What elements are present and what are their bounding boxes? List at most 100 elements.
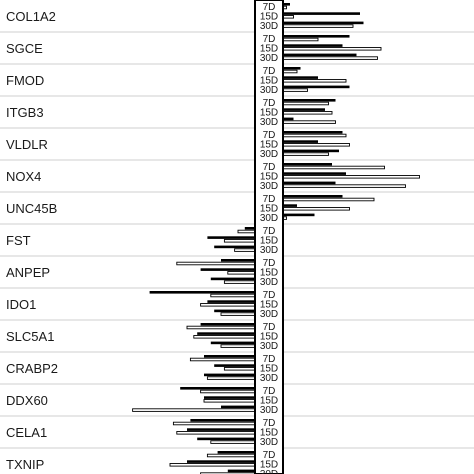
bar-slc5a1-30d-hollow xyxy=(220,344,256,348)
bar-col1a2-15d-filled xyxy=(283,12,360,15)
timepoint-label: 15D xyxy=(260,396,278,407)
bar-vldlr-7d-hollow xyxy=(282,133,347,138)
timepoint-label: 15D xyxy=(260,300,278,311)
gene-label: ANPEP xyxy=(6,265,50,280)
timepoint-label: 7D xyxy=(263,290,276,301)
bar-fmod-30d-filled xyxy=(283,85,350,89)
gene-label: NOX4 xyxy=(6,169,41,184)
bar-ido1-30d-filled xyxy=(214,309,255,313)
bar-crabp2-7d-filled xyxy=(204,355,255,358)
timepoint-label: 30D xyxy=(260,277,278,288)
bar-anpep-30d-hollow xyxy=(223,280,256,284)
gene-label: DDX60 xyxy=(6,393,48,408)
timepoint-label: 7D xyxy=(263,98,276,109)
timepoint-label: 30D xyxy=(260,149,278,160)
bar-col1a2-7d-filled xyxy=(283,3,290,6)
bar-itgb3-30d-filled xyxy=(283,117,294,121)
timepoint-label: 7D xyxy=(263,34,276,45)
timepoint-label: 7D xyxy=(263,386,276,397)
timepoint-label: 15D xyxy=(260,12,278,23)
gene-label: ITGB3 xyxy=(6,105,44,120)
bar-slc5a1-30d-filled xyxy=(210,341,255,345)
bar-fmod-15d-hollow xyxy=(282,79,347,83)
bar-itgb3-7d-hollow xyxy=(282,101,329,106)
timepoint-label: 15D xyxy=(260,140,278,151)
bar-fst-30d-filled xyxy=(214,245,255,249)
bar-unc45b-15d-filled xyxy=(283,204,297,207)
bar-txnip-30d-hollow xyxy=(200,472,256,474)
bar-txnip-7d-hollow xyxy=(206,453,256,458)
bar-ido1-15d-filled xyxy=(207,300,255,303)
bar-vldlr-30d-filled xyxy=(283,149,339,153)
bar-ddx60-30d-filled xyxy=(221,405,255,409)
timepoint-label: 15D xyxy=(260,268,278,279)
bar-itgb3-15d-hollow xyxy=(282,111,333,115)
bar-slc5a1-7d-hollow xyxy=(186,325,256,330)
bar-fst-15d-hollow xyxy=(223,239,256,243)
gene-label: SLC5A1 xyxy=(6,329,54,344)
gene-separator-lines xyxy=(0,31,474,449)
timepoint-label: 15D xyxy=(260,236,278,247)
bar-vldlr-7d-filled xyxy=(283,131,343,134)
bar-nox4-7d-hollow xyxy=(282,165,385,170)
bar-cela1-15d-hollow xyxy=(176,431,256,435)
bar-fst-15d-filled xyxy=(207,236,255,239)
bar-fst-30d-hollow xyxy=(234,248,256,252)
bar-txnip-15d-hollow xyxy=(169,463,256,467)
timepoint-label: 7D xyxy=(263,162,276,173)
gene-label: FST xyxy=(6,233,31,248)
bar-fmod-15d-filled xyxy=(283,76,318,79)
bar-vldlr-30d-hollow xyxy=(282,152,329,156)
timepoint-label: 7D xyxy=(263,194,276,205)
gene-label: SGCE xyxy=(6,41,43,56)
timepoint-label: 15D xyxy=(260,108,278,119)
timepoint-label: 15D xyxy=(260,460,278,471)
bar-fmod-7d-filled xyxy=(283,67,301,70)
bar-ddx60-15d-hollow xyxy=(203,399,256,403)
bar-sgce-30d-hollow xyxy=(282,56,378,60)
timepoint-label: 30D xyxy=(260,309,278,320)
gene-label: FMOD xyxy=(6,73,44,88)
bar-nox4-30d-filled xyxy=(283,181,336,185)
bar-vldlr-15d-hollow xyxy=(282,143,350,147)
bar-ddx60-7d-hollow xyxy=(200,389,256,394)
bar-ddx60-7d-filled xyxy=(180,387,255,390)
bar-ddx60-15d-filled xyxy=(204,396,255,399)
bar-cela1-30d-hollow xyxy=(210,440,256,444)
gene-label: IDO1 xyxy=(6,297,36,312)
bar-fmod-7d-hollow xyxy=(282,69,298,74)
bar-nox4-15d-filled xyxy=(283,172,346,175)
bar-crabp2-30d-hollow xyxy=(206,376,256,380)
gene-label: COL1A2 xyxy=(6,9,56,24)
timepoint-label: 7D xyxy=(263,2,276,13)
bar-vldlr-15d-filled xyxy=(283,140,318,143)
timepoint-label: 7D xyxy=(263,354,276,365)
bar-cela1-7d-hollow xyxy=(172,421,256,426)
timepoint-label: 15D xyxy=(260,332,278,343)
gene-label: VLDLR xyxy=(6,137,48,152)
bar-slc5a1-15d-filled xyxy=(197,332,255,335)
bar-crabp2-15d-hollow xyxy=(223,367,256,371)
bar-itgb3-7d-filled xyxy=(283,99,336,102)
gene-label: UNC45B xyxy=(6,201,57,216)
timepoint-label: 7D xyxy=(263,258,276,269)
bar-anpep-15d-filled xyxy=(200,268,255,271)
bar-unc45b-30d-filled xyxy=(283,213,315,217)
timepoint-label: 15D xyxy=(260,172,278,183)
timepoint-label: 30D xyxy=(260,213,278,224)
gene-label: CRABP2 xyxy=(6,361,58,376)
bar-cela1-15d-filled xyxy=(187,428,255,431)
bar-ido1-7d-filled xyxy=(149,291,255,294)
bar-crabp2-7d-hollow xyxy=(189,357,256,362)
timepoint-label: 30D xyxy=(260,85,278,96)
bar-sgce-30d-filled xyxy=(283,53,357,57)
timepoint-label: 7D xyxy=(263,66,276,77)
timepoint-label: 30D xyxy=(260,373,278,384)
timepoint-label: 7D xyxy=(263,226,276,237)
bar-cela1-7d-filled xyxy=(190,419,255,422)
timepoint-labels: 7D15D30D7D15D30D7D15D30D7D15D30D7D15D30D… xyxy=(260,2,278,474)
bar-ddx60-30d-hollow xyxy=(132,408,256,412)
timepoint-label: 7D xyxy=(263,322,276,333)
timepoint-label: 15D xyxy=(260,204,278,215)
